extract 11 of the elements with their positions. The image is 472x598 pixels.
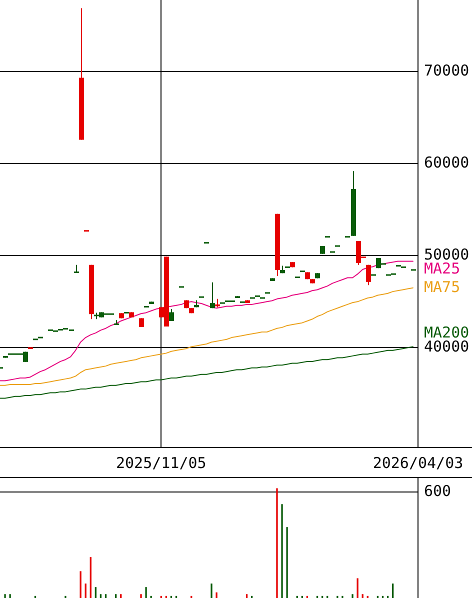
y-tick-label: 600	[424, 482, 452, 500]
candlestick	[210, 282, 215, 309]
series-label: MA75	[424, 278, 460, 296]
candlestick	[169, 308, 174, 322]
y-tick-label: 70000	[424, 62, 470, 80]
candlestick	[74, 264, 79, 273]
x-tick-label: 2025/11/05	[116, 454, 206, 472]
series-label: MA25	[424, 260, 460, 278]
candlestick	[366, 264, 371, 286]
x-tick-label: 2026/04/03	[372, 454, 464, 472]
y-tick-label: 60000	[424, 154, 470, 172]
